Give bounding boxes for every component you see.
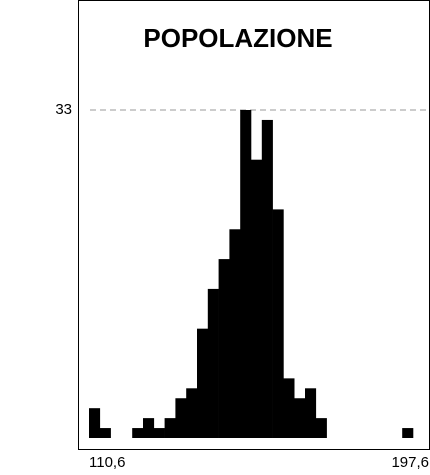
bar [89,408,101,438]
bar [197,328,209,438]
bar [207,288,219,438]
bar [261,119,273,438]
bar [175,398,187,438]
bar [294,398,306,438]
bar [315,418,327,438]
bar [305,388,317,438]
bar [240,110,252,438]
bar [218,259,230,438]
bar [272,209,284,438]
bar [153,428,165,438]
bar [99,428,111,438]
bar [251,159,263,439]
bar [164,418,176,438]
chart-title: POPOLAZIONE [143,23,332,53]
bar [143,418,155,438]
y-tick-label: 33 [55,101,72,118]
bar [283,378,295,438]
x-tick-label: 110,6 [89,454,125,471]
bar [402,428,414,438]
bar [229,229,241,438]
x-tick-label: 197,6 [391,454,429,471]
bar [132,428,144,438]
bar [186,388,198,438]
